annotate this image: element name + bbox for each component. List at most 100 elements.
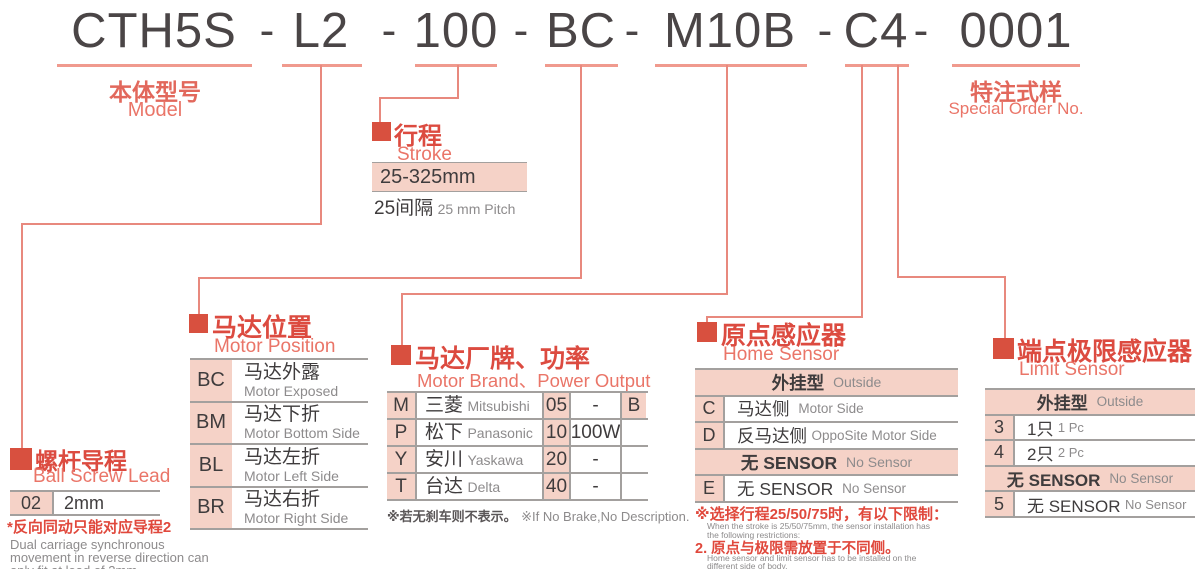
- code-cell: BM: [190, 402, 234, 443]
- model-code-segment-motor: M10B: [663, 4, 797, 58]
- power-code-cell: 40: [542, 474, 569, 499]
- motor-brand-note-cn: ※若无刹车则不表示。: [387, 509, 517, 524]
- home-sensor-title-en: Home Sensor: [723, 344, 840, 365]
- brake-cell: [620, 474, 646, 499]
- table-row: E 无 SENSOR No Sensor: [695, 476, 958, 503]
- table-group-header: 外挂型 Outside: [695, 370, 958, 397]
- model-code-segment-body: CTH5S: [71, 4, 237, 58]
- table-row: BL 马达左折 Motor Left Side: [190, 445, 368, 488]
- model-code-segment-position: BC: [545, 4, 617, 58]
- home-sensor-title-cn: 原点感应器: [721, 322, 847, 350]
- table-row: D 反马达侧 OppoSite Motor Side: [695, 423, 958, 450]
- connector-line: [379, 97, 381, 124]
- segment-underline: [655, 64, 807, 67]
- code-cell: BC: [190, 360, 234, 401]
- group-header-cell: 无 SENSOR No Sensor: [985, 466, 1195, 491]
- desc-cell: 马达右折 Motor Right Side: [234, 488, 368, 529]
- home-sensor-note2-en-line2: different side of body.: [707, 561, 788, 569]
- model-code-segment-sensor: C4: [843, 4, 909, 58]
- code-dash: -: [817, 6, 833, 55]
- desc-cn: 马达右折: [244, 489, 321, 511]
- special-order-label-cn: 特注式样: [970, 79, 1062, 105]
- code-dash: -: [259, 6, 275, 55]
- segment-underline: [415, 64, 497, 67]
- brand-code-cell: M: [387, 393, 415, 418]
- ball-screw-note-en-line3: only fit at lead of 2mm: [10, 563, 137, 569]
- code-cell: BL: [190, 445, 234, 486]
- motor-brand-note-en: ※If No Brake,No Description.: [521, 509, 690, 524]
- desc-en: No Sensor: [1124, 496, 1187, 512]
- code-dash: -: [513, 6, 529, 55]
- home-sensor-note2-en-line1: Home sensor and limit sensor has to be i…: [707, 553, 917, 563]
- desc-en: Motor Bottom Side: [244, 425, 360, 442]
- connector-line: [198, 277, 582, 279]
- connector-line: [21, 223, 322, 225]
- brand-code-cell: P: [387, 420, 415, 445]
- desc-en: 2 Pc: [1057, 445, 1084, 461]
- motor-brand-note: ※若无刹车则不表示。 ※If No Brake,No Description.: [387, 506, 690, 526]
- desc-en: OppoSite Motor Side: [811, 427, 937, 443]
- motor-position-title-cn: 马达位置: [212, 314, 313, 342]
- code-dash: -: [624, 6, 640, 55]
- table-group-header: 外挂型 Outside: [985, 390, 1195, 416]
- connector-line: [1004, 276, 1006, 339]
- desc-en: 1 Pc: [1057, 419, 1084, 435]
- motor-brand-title-en: Motor Brand、Power Output: [417, 370, 651, 391]
- group-cn: 无 SENSOR: [1006, 471, 1101, 491]
- connector-line: [401, 293, 728, 295]
- desc-cn: 无 SENSOR: [1027, 496, 1121, 516]
- power-value-cell: 100W: [569, 420, 620, 445]
- table-row: T 台达 Delta 40 -: [387, 474, 648, 501]
- group-cn: 无 SENSOR: [740, 452, 838, 473]
- code-dash: -: [913, 6, 929, 55]
- table-row: C 马达侧 Motor Side: [695, 396, 958, 424]
- ball-screw-note-en-line2: movement in reverse direction can: [10, 550, 209, 565]
- section-marker-square-icon: [372, 122, 391, 141]
- brand-name-cell: 三菱 Mitsubishi: [415, 393, 542, 418]
- ball-screw-value: 2mm: [64, 492, 104, 513]
- code-dash: -: [381, 6, 397, 55]
- connector-line: [401, 293, 403, 346]
- desc-en: Motor Left Side: [244, 467, 339, 484]
- connector-line: [198, 277, 200, 316]
- model-label-en: Model: [127, 99, 183, 121]
- brand-en: Yaskawa: [467, 451, 524, 468]
- home-sensor-note2-cn: 2. 原点与极限需放置于不同侧。: [695, 541, 900, 557]
- brake-cell: [620, 420, 646, 445]
- motor-position-title-en: Motor Position: [214, 336, 336, 357]
- code-cell: 3: [985, 415, 1015, 440]
- connector-line: [861, 65, 863, 316]
- table-group-header: 无 SENSOR No Sensor: [985, 466, 1195, 493]
- desc-cn: 马达侧: [737, 399, 790, 420]
- desc-en: Motor Exposed: [244, 382, 339, 399]
- ball-screw-title-cn: 螺杆导程: [35, 448, 127, 474]
- desc-cn: 反马达侧: [737, 425, 807, 446]
- desc-cell: 无 SENSOR No Sensor: [1015, 492, 1195, 516]
- motor-position-table: BC 马达外露 Motor Exposed BM 马达下折 Motor Bott…: [190, 358, 368, 530]
- brand-cn: 安川: [425, 449, 464, 470]
- model-code-segment-lead: L2: [292, 4, 350, 58]
- section-marker-square-icon: [391, 345, 411, 365]
- desc-cn: 马达下折: [244, 404, 321, 426]
- table-row: BR 马达右折 Motor Right Side: [190, 487, 368, 530]
- stroke-range-value: 25-325mm: [380, 165, 476, 188]
- code-cell: D: [695, 423, 725, 448]
- desc-cn: 马达外露: [244, 361, 321, 383]
- brand-name-cell: 台达 Delta: [415, 474, 542, 499]
- section-marker-square-icon: [10, 448, 32, 470]
- section-marker-square-icon: [993, 338, 1014, 359]
- ball-screw-note-cn: *反向同动只能对应导程2: [7, 519, 172, 536]
- power-value-cell: -: [569, 393, 620, 418]
- connector-line: [897, 276, 1006, 278]
- power-value-cell: -: [569, 474, 620, 499]
- ball-screw-title-en: Ball Screw Lead: [33, 466, 171, 487]
- table-row: Y 安川 Yaskawa 20 -: [387, 447, 648, 474]
- brand-en: Delta: [467, 478, 501, 495]
- table-row: BM 马达下折 Motor Bottom Side: [190, 402, 368, 445]
- desc-cell: 马达外露 Motor Exposed: [234, 360, 368, 401]
- brand-en: Panasonic: [467, 424, 533, 441]
- table-row: BC 马达外露 Motor Exposed: [190, 360, 368, 403]
- model-code-segment-stroke: 100: [413, 4, 499, 58]
- code-cell: BR: [190, 487, 234, 528]
- desc-en: Motor Right Side: [244, 510, 349, 527]
